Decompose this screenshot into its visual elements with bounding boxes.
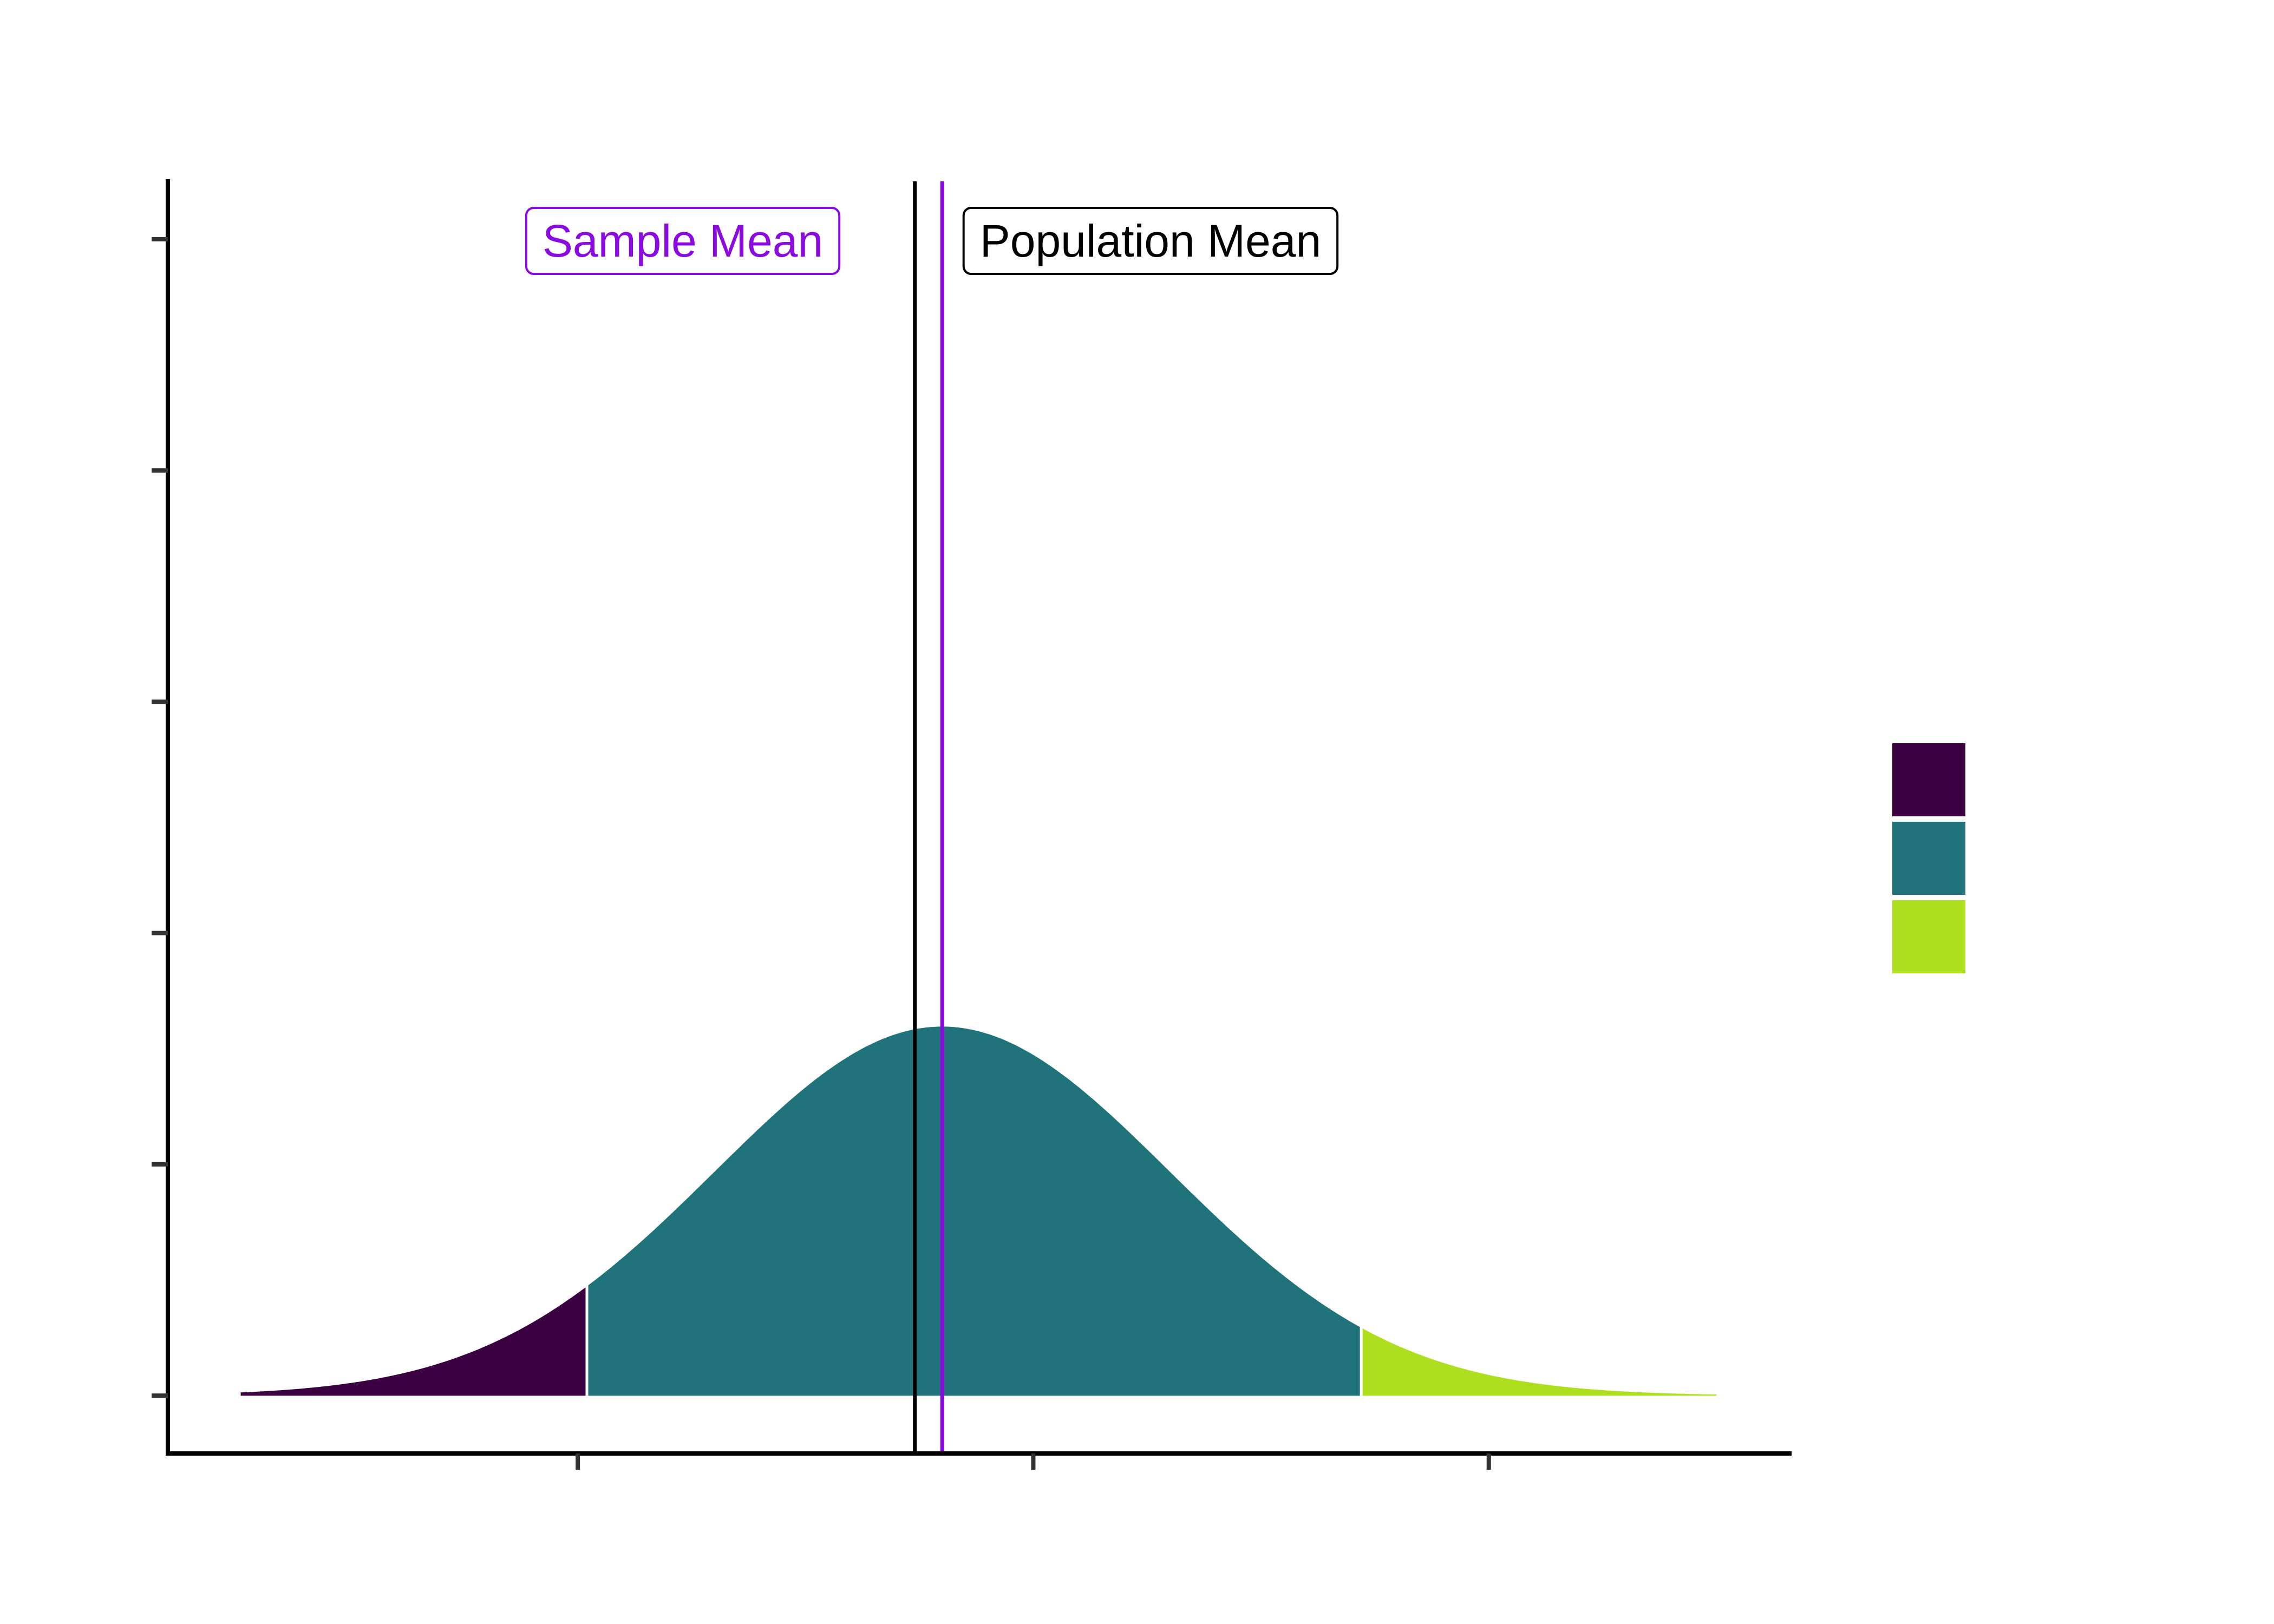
annotations: Population Mean Sample Mean xyxy=(525,207,1339,275)
y-axis-ticks xyxy=(152,237,168,1398)
annotation-text: Population Mean xyxy=(980,215,1321,266)
legend-swatch-2 xyxy=(1892,822,1965,895)
legend xyxy=(1892,743,1965,973)
density-region-3 xyxy=(1361,1327,1717,1396)
annotation-box xyxy=(962,207,1339,275)
density-regions xyxy=(240,1026,1717,1396)
annotation-text: Sample Mean xyxy=(543,215,823,266)
mean-lines xyxy=(913,181,944,1453)
annotation-label-1: Population Mean xyxy=(962,207,1339,275)
axes xyxy=(152,179,1792,1470)
annotation-box xyxy=(525,207,841,275)
density-region-2 xyxy=(587,1026,1362,1396)
legend-swatch-1 xyxy=(1892,743,1965,816)
density-region-1 xyxy=(240,1286,587,1396)
legend-swatch-3 xyxy=(1892,900,1965,973)
annotation-label-2: Sample Mean xyxy=(525,207,841,275)
x-axis-ticks xyxy=(576,1453,1491,1470)
